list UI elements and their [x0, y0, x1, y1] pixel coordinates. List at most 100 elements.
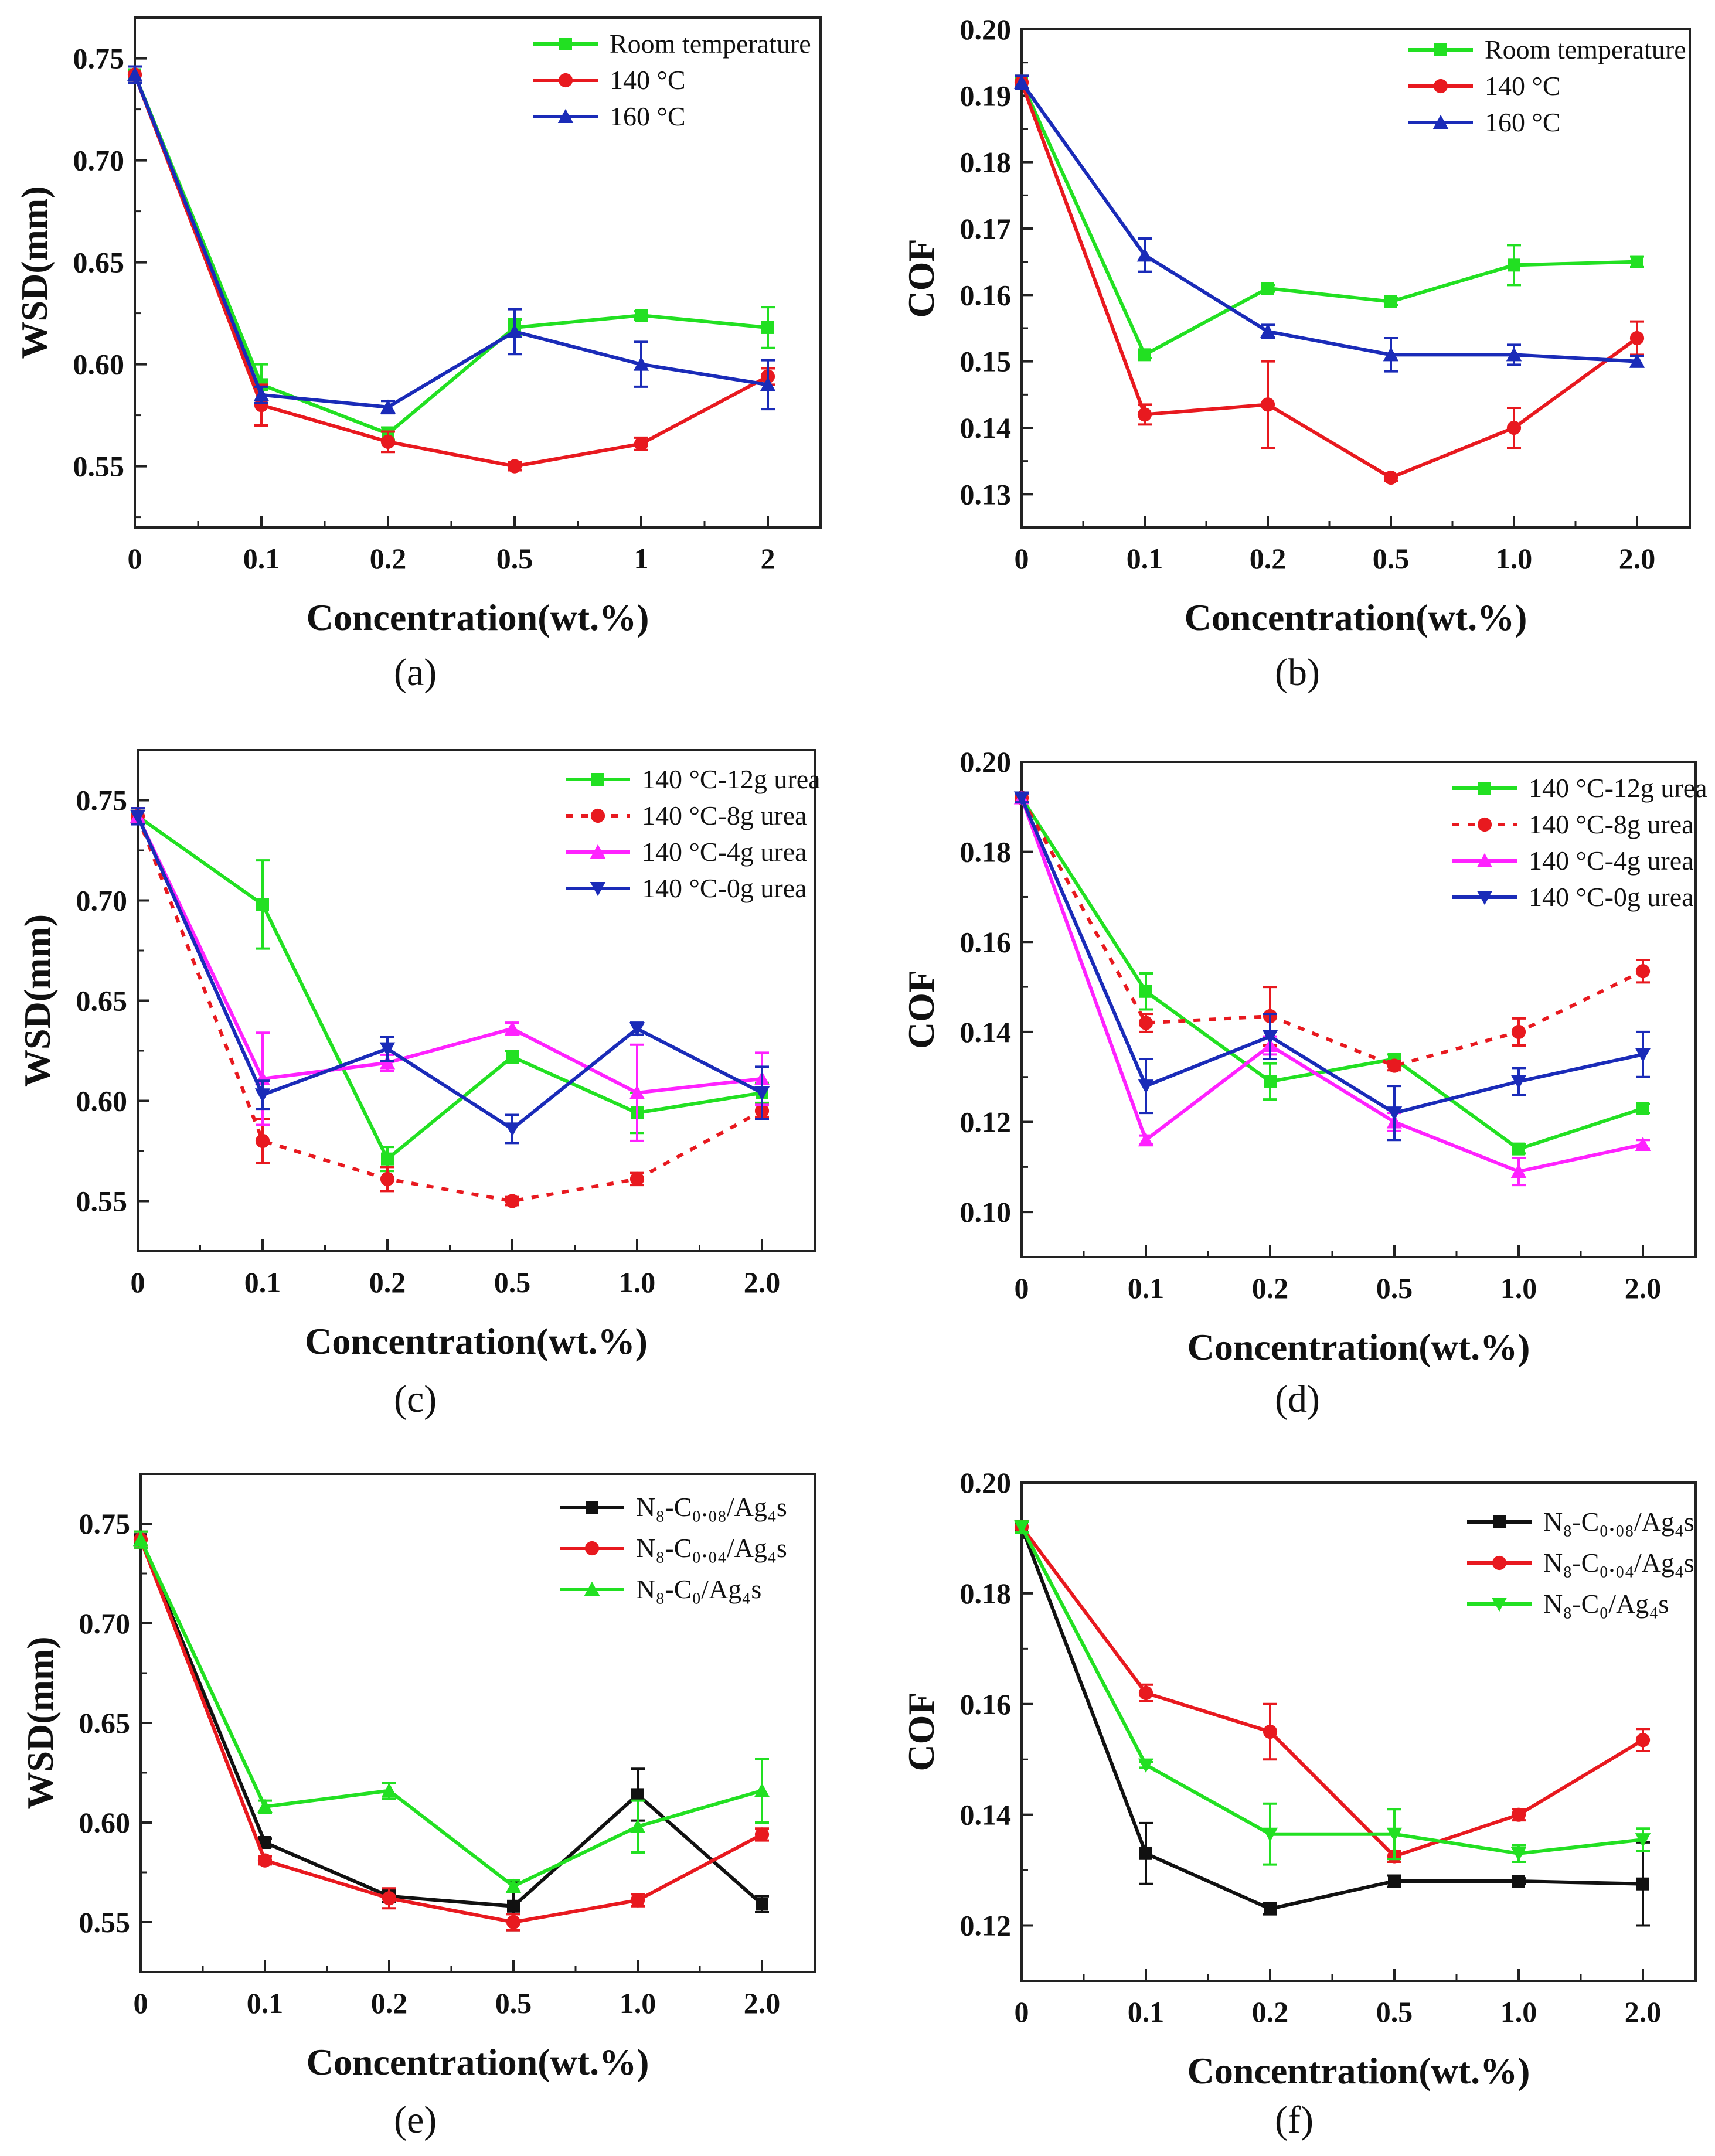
data-point [381, 1783, 397, 1797]
series-line [1020, 81, 1638, 363]
plot-frame [1020, 761, 1697, 1258]
series-line [137, 815, 763, 1162]
data-point [380, 399, 396, 414]
y-tick-label: 0.65 [76, 985, 128, 1017]
x-tick-label: 1.0 [1496, 542, 1533, 575]
caption-b: (b) [1275, 651, 1320, 694]
legend-marker [1476, 853, 1493, 867]
series-line [139, 1539, 763, 1925]
data-point [1136, 247, 1153, 262]
y-axis-title: WSD(mm) [19, 1636, 61, 1809]
x-tick-label: 0.5 [1376, 1272, 1413, 1305]
caption-e: (e) [394, 2099, 437, 2141]
x-axis-title: Concentration(wt.%) [305, 1320, 648, 1362]
data-point [1263, 1724, 1278, 1739]
chart-e: 0.55 0.60 0.65 0.70 0.75 0 0.1 0.2 0.5 1.0 2.0 Conc… [19, 1473, 816, 2083]
x-tick-label: 2.0 [1619, 542, 1656, 575]
legend-label: 160 °C [1485, 107, 1561, 137]
data-point [634, 437, 649, 451]
x-tick-label: 1.0 [1500, 1272, 1537, 1305]
legend-label: 140 °C-0g urea [642, 873, 807, 903]
y-tick-label: 0.16 [960, 278, 1012, 311]
legend-marker [1432, 114, 1449, 129]
data-point [629, 1171, 645, 1186]
x-tick-label: 1.0 [620, 1987, 656, 2019]
data-point [1386, 1827, 1403, 1842]
data-point [1629, 331, 1645, 346]
y-tick-label: 0.14 [960, 411, 1012, 444]
legend-marker [590, 808, 605, 823]
x-tick-label: 0.2 [1250, 542, 1287, 575]
data-point [253, 387, 270, 401]
x-tick-label: 0 [1015, 542, 1029, 575]
legend-marker [1476, 891, 1493, 905]
y-tick-label: 0.14 [960, 1799, 1012, 1831]
series-2 [1013, 790, 1651, 1187]
data-point [1383, 347, 1399, 362]
x-tick-label: 2.0 [744, 1987, 781, 2019]
data-point [629, 1818, 646, 1833]
series-line [136, 815, 763, 1132]
data-point [504, 1021, 520, 1036]
legend-marker [1477, 817, 1492, 832]
legend-marker [1478, 782, 1491, 795]
data-point [1139, 985, 1152, 998]
series-1 [133, 1530, 770, 1932]
data-point [630, 1893, 645, 1908]
y-tick-label: 0.16 [960, 1688, 1012, 1721]
x-tick-label: 0.1 [1128, 1995, 1165, 2028]
data-point [1013, 1520, 1030, 1535]
data-point [381, 1152, 394, 1166]
data-point [255, 1133, 270, 1148]
data-point [1386, 1106, 1403, 1121]
plot-frame [1020, 28, 1691, 529]
data-point [756, 1898, 768, 1911]
legend-label: Room temperature [610, 29, 811, 59]
data-point [1506, 347, 1522, 362]
panel-b: 0.13 0.14 0.15 0.16 0.17 0.18 0.19 0.20 0 0.1 0.2 0… [858, 0, 1715, 715]
x-tick-label: 0.1 [1127, 542, 1163, 575]
y-axis-title: WSD(mm) [16, 914, 58, 1087]
data-point [1261, 282, 1274, 295]
x-tick-label: 2 [761, 542, 775, 575]
y-tick-label: 0.18 [960, 836, 1012, 868]
x-tick-label: 2.0 [1625, 1995, 1662, 2028]
data-point [1388, 1875, 1401, 1888]
series-line [136, 815, 763, 1095]
x-tick-label: 0 [134, 1987, 148, 2019]
legend-label: N₈-C₀/Ag₄s [636, 1574, 761, 1604]
y-tick-label: 0.60 [76, 1085, 128, 1118]
data-point [254, 1088, 271, 1103]
data-point [1138, 1016, 1153, 1030]
series-line [139, 1538, 763, 1889]
y-tick-label: 0.70 [73, 144, 125, 177]
data-point [127, 67, 143, 81]
legend-label: N₈-C₀.₀₈/Ag₄s [1543, 1507, 1694, 1537]
y-tick-label: 0.70 [76, 884, 128, 917]
legend-label: 140 °C-8g urea [1529, 809, 1694, 839]
x-tick-label: 0.1 [1128, 1272, 1165, 1305]
data-point [258, 1836, 271, 1849]
series-2 [127, 65, 776, 415]
x-tick-label: 0.2 [1252, 1272, 1289, 1305]
series-line [1020, 1526, 1643, 1855]
y-tick-label: 0.20 [960, 1466, 1012, 1499]
series-line [136, 815, 763, 1203]
series-line [1020, 797, 1644, 1068]
series-line [1020, 797, 1643, 1174]
data-point [132, 1532, 149, 1547]
legend-label: 140 °C [610, 65, 686, 95]
data-point [380, 1171, 395, 1186]
legend-label: N₈-C₀.₀₄/Ag₄s [636, 1533, 787, 1563]
y-tick-label: 0.65 [79, 1707, 131, 1739]
data-point [1635, 964, 1651, 979]
x-tick-label: 0.5 [496, 542, 533, 575]
y-tick-label: 0.20 [960, 745, 1012, 778]
x-tick-label: 0.2 [1252, 1995, 1289, 2028]
y-axis-title: COF [900, 970, 942, 1049]
x-tick-label: 0.1 [244, 1266, 281, 1299]
legend-marker [1493, 1515, 1506, 1528]
data-point [754, 1783, 770, 1797]
chart-c: 0.55 0.60 0.65 0.70 0.75 0 0.1 0.2 0.5 1.0 2.0 Conc… [16, 749, 821, 1362]
plot-frame [1020, 1481, 1697, 1982]
